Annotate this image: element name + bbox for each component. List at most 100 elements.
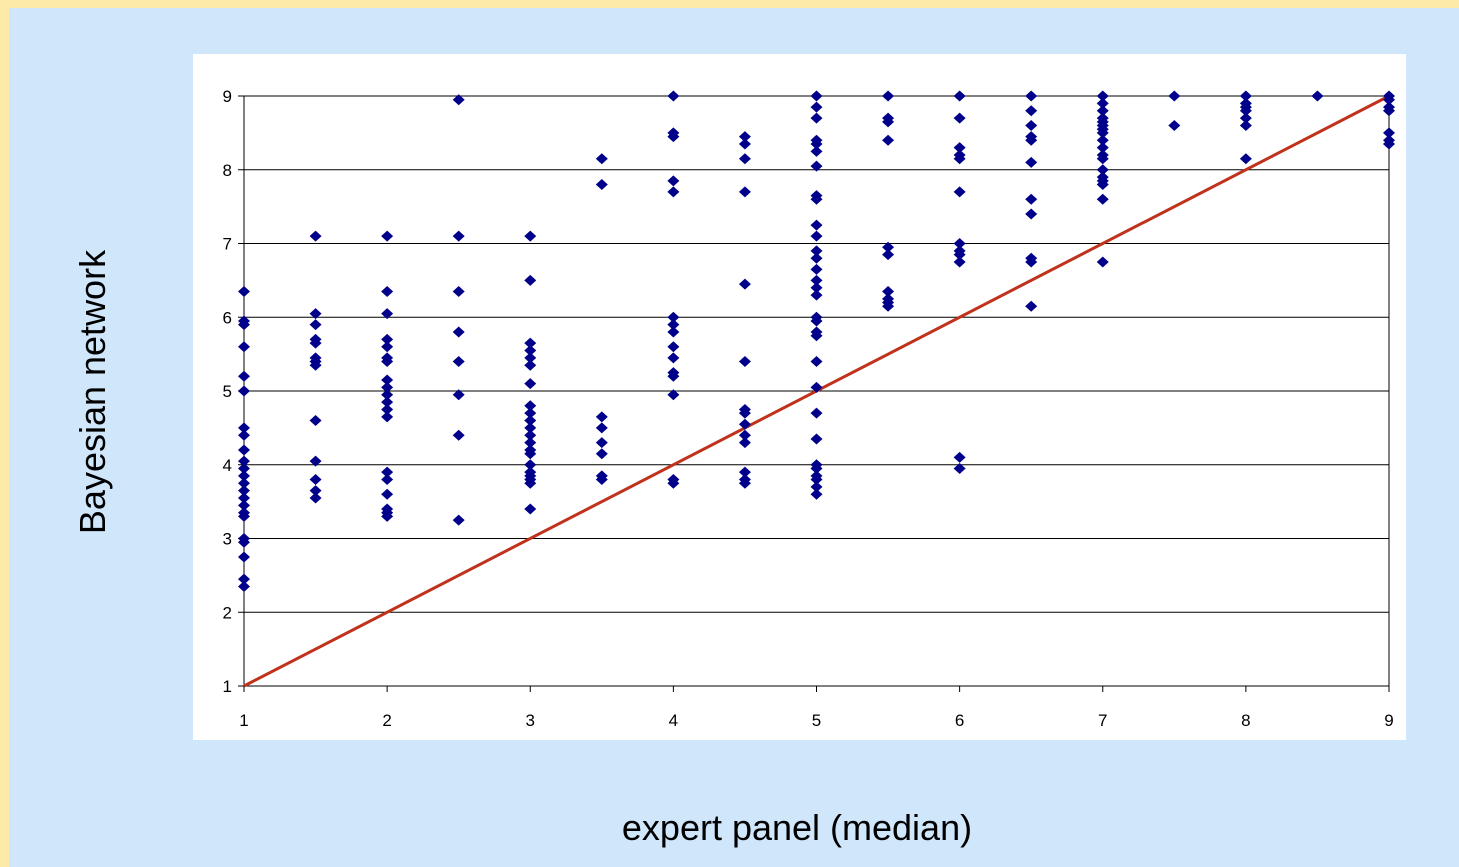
data-point (452, 94, 465, 106)
data-point (1096, 179, 1109, 190)
data-point (524, 415, 537, 426)
data-point (595, 411, 608, 423)
data-point (810, 90, 823, 102)
data-point (1239, 112, 1252, 124)
data-point (524, 337, 537, 349)
data-point (381, 474, 394, 485)
data-point (1025, 208, 1038, 220)
data-point (953, 142, 966, 154)
data-point (452, 285, 465, 297)
data-point (238, 462, 250, 474)
data-point (882, 134, 895, 146)
data-point (238, 455, 250, 467)
x-tick-label: 8 (1241, 711, 1250, 730)
x-tick-labels: 1 2 3 4 5 6 7 8 9 (239, 711, 1393, 730)
data-point (667, 389, 680, 401)
data-point (238, 492, 250, 504)
data-point (810, 263, 823, 275)
data-point (381, 308, 394, 320)
data-point (309, 359, 322, 371)
data-point (1025, 134, 1038, 146)
data-point (667, 175, 680, 187)
data-point (595, 448, 608, 460)
data-point (738, 138, 751, 150)
data-point (1383, 127, 1395, 139)
data-point (524, 400, 537, 412)
y-tick-label: 2 (223, 603, 232, 622)
data-point (452, 230, 465, 242)
data-point (1383, 105, 1395, 117)
data-point (524, 477, 537, 489)
y-tick-label: 3 (223, 530, 232, 549)
data-point (381, 510, 394, 522)
data-point (1096, 90, 1109, 102)
data-point (238, 536, 250, 548)
data-point (810, 145, 823, 157)
data-point (1096, 134, 1109, 146)
data-point (238, 499, 250, 511)
data-point (1168, 120, 1181, 131)
data-point (381, 374, 394, 386)
x-tick-label: 1 (239, 711, 248, 730)
data-point (1096, 97, 1109, 109)
data-points (238, 90, 1395, 592)
y-tick-label: 8 (223, 161, 232, 180)
data-point (810, 330, 823, 342)
data-point (309, 492, 322, 504)
data-point (1025, 90, 1038, 102)
data-point (738, 429, 751, 441)
data-point (309, 415, 322, 426)
data-point (1383, 138, 1395, 150)
scatter-chart: 1 2 3 4 5 6 7 8 9 1 2 3 4 5 6 7 8 9 (223, 87, 1395, 730)
data-point (810, 245, 823, 257)
data-point (1025, 105, 1038, 117)
data-point (738, 477, 751, 489)
data-point (238, 319, 250, 331)
x-tick-label: 5 (812, 711, 821, 730)
data-point (667, 341, 680, 353)
data-point (882, 300, 895, 312)
data-point (452, 389, 465, 401)
data-point (1025, 256, 1038, 268)
data-point (738, 131, 751, 143)
data-point (238, 477, 250, 489)
data-point (810, 488, 823, 500)
slide-background: 1 2 3 4 5 6 7 8 9 1 2 3 4 5 6 7 8 9 Bayesian network exp… (9, 8, 1459, 867)
data-point (309, 308, 322, 320)
data-point (953, 112, 966, 124)
data-point (524, 378, 537, 390)
data-point (882, 249, 895, 261)
data-point (381, 389, 394, 401)
data-point (738, 418, 751, 430)
data-point (524, 448, 537, 460)
data-point (524, 274, 537, 286)
data-point (810, 252, 823, 264)
y-tick-label: 5 (223, 382, 232, 401)
data-point (381, 403, 394, 415)
data-point (1096, 256, 1109, 268)
data-point (810, 160, 823, 172)
data-point (738, 466, 751, 478)
data-point (595, 422, 608, 434)
data-point (238, 510, 250, 522)
data-point (1239, 120, 1252, 131)
data-point (452, 514, 465, 526)
data-point (738, 153, 751, 165)
data-point (238, 444, 250, 456)
data-point (309, 230, 322, 242)
data-point (1168, 90, 1181, 102)
data-point (381, 396, 394, 408)
data-point (667, 311, 680, 323)
gridlines (244, 95, 1389, 613)
data-point (524, 503, 537, 515)
data-point (381, 488, 394, 500)
data-point (953, 186, 966, 198)
data-point (381, 341, 394, 353)
data-point (238, 485, 250, 497)
data-point (309, 319, 322, 331)
data-point (810, 112, 823, 124)
y-axis-label: Bayesian network (72, 249, 113, 535)
data-point (238, 385, 250, 397)
data-point (238, 580, 250, 592)
data-point (1025, 120, 1038, 131)
